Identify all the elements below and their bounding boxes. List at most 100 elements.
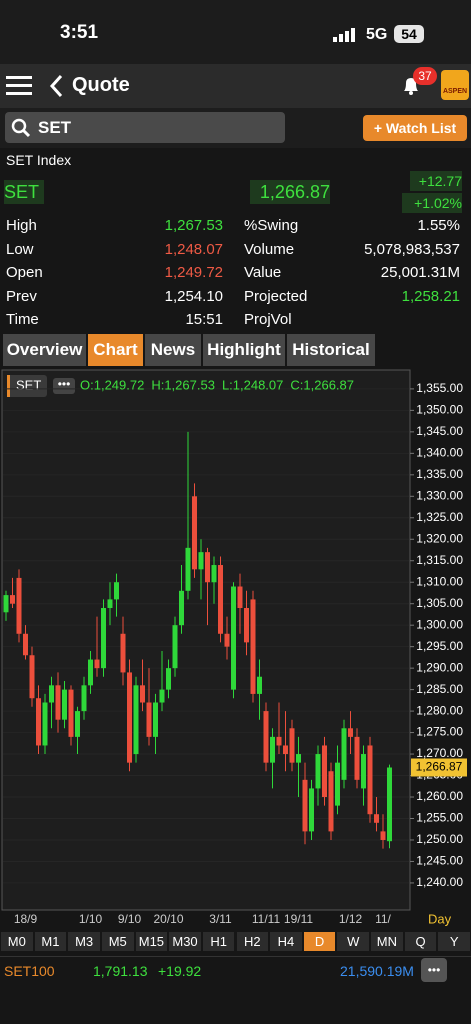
plot-area [1,369,411,911]
y-tick-label: 1,325.00 [416,510,463,524]
stat-value: 1,267.53 [164,217,223,234]
candle-body [153,702,158,737]
candle-body [159,689,165,703]
tab[interactable]: Chart [88,334,143,366]
candle-body [361,754,366,789]
candle-body [101,607,106,669]
last-price: 1,266.87 [250,180,330,204]
stat-label: Projected [244,288,308,305]
y-tick-label: 1,350.00 [416,403,463,417]
period[interactable]: M5 [101,932,134,951]
stat-value: 1,258.21 [401,288,460,305]
candle-body [107,599,113,608]
price-tag-label: 1,266.87 [416,760,463,774]
tab[interactable]: Highlight [203,334,285,366]
x-tick-label: 3/11 [209,912,232,926]
status-bar [0,0,471,64]
stat-label: Open [6,264,43,281]
candle-body [322,745,327,798]
footer [0,956,471,987]
legend-more[interactable] [53,378,75,394]
candle-body [49,685,54,703]
stat-value: 1,254.10 [164,288,223,305]
candle-body [185,547,191,591]
change-pct: +1.02% [402,193,462,213]
y-tick-label: 1,290.00 [416,660,463,674]
index-name: SET Index [6,152,72,168]
x-tick-label: 19/11 [284,912,313,926]
period[interactable]: M15 [135,932,168,951]
header [0,64,471,108]
legend-value: O:1,249.72 [80,377,144,392]
y-tick-label: 1,330.00 [416,488,463,502]
candle-body [205,552,210,583]
tab[interactable]: Historical [287,334,375,366]
stat-label: High [6,217,37,234]
footer-symbol: SET100 [4,963,55,979]
candle-body [179,590,184,626]
candle-body [16,577,22,634]
notification-badge: 37 [413,67,437,85]
period[interactable]: M0 [1,932,33,951]
stat-label: %Swing [244,217,299,234]
period[interactable]: H4 [270,932,302,951]
candle-body [283,745,288,755]
period[interactable]: Y [438,932,470,951]
stat-label: Value [244,264,282,281]
chart: SET ••• Day 1,240.00 1,245.00 1,250.00 1,25… [0,368,471,930]
candle-body [276,736,282,746]
stat-label: Prev [6,288,37,305]
signal-icon [333,28,355,42]
x-tick-label: 18/9 [14,912,38,926]
network: 5G [366,26,388,43]
period[interactable]: H1 [202,932,235,951]
tab[interactable]: Overview [3,334,86,366]
period[interactable]: MN [371,932,403,951]
period[interactable]: M1 [34,932,67,951]
legend-value: C:1,266.87 [290,377,354,392]
footer-more[interactable]: ••• [421,958,447,982]
candle-body [133,685,139,755]
y-tick-label: 1,300.00 [416,617,463,631]
menu-button[interactable] [6,74,34,98]
footer-last: 1,791.13 [93,963,148,979]
y-tick-label: 1,250.00 [416,832,463,846]
period[interactable]: W [337,932,370,951]
candle-body [211,565,217,583]
candle-body [75,711,80,737]
watchlist-button[interactable]: + Watch List [363,115,467,141]
candle-body [23,633,28,656]
period[interactable]: M30 [169,932,201,951]
period[interactable]: H2 [236,932,269,951]
search-box[interactable] [5,112,285,143]
header-title: Quote [72,74,130,96]
period[interactable]: D [303,932,336,951]
stat-value: 25,001.31M [380,264,460,281]
candle-body [166,668,171,690]
symbol: SET [4,180,44,204]
legend-more-dots: ••• [58,377,71,391]
candle-body [328,771,334,832]
y-tick-label: 1,355.00 [416,381,463,395]
back-button[interactable] [48,74,64,98]
period[interactable]: Q [404,932,437,951]
y-tick-label: 1,255.00 [416,811,463,825]
x-tick-label: 9/10 [118,912,142,926]
tab[interactable]: News [145,334,201,366]
y-tick-label: 1,285.00 [416,682,463,696]
logo[interactable]: ASPEN [441,70,469,100]
candle-body [367,745,373,815]
candle-body [120,633,126,673]
candle-body [244,607,249,643]
x-tick-label: 1/10 [79,912,103,926]
candle-body [114,582,119,600]
stat-value: 15:51 [185,311,223,328]
stat-value: 1,248.07 [164,241,223,258]
candle-body [55,685,61,720]
candle-body [250,599,256,694]
search-query: SET [38,118,72,137]
y-tick-label: 1,335.00 [416,467,463,481]
period[interactable]: M3 [68,932,100,951]
candle-body [237,586,243,608]
